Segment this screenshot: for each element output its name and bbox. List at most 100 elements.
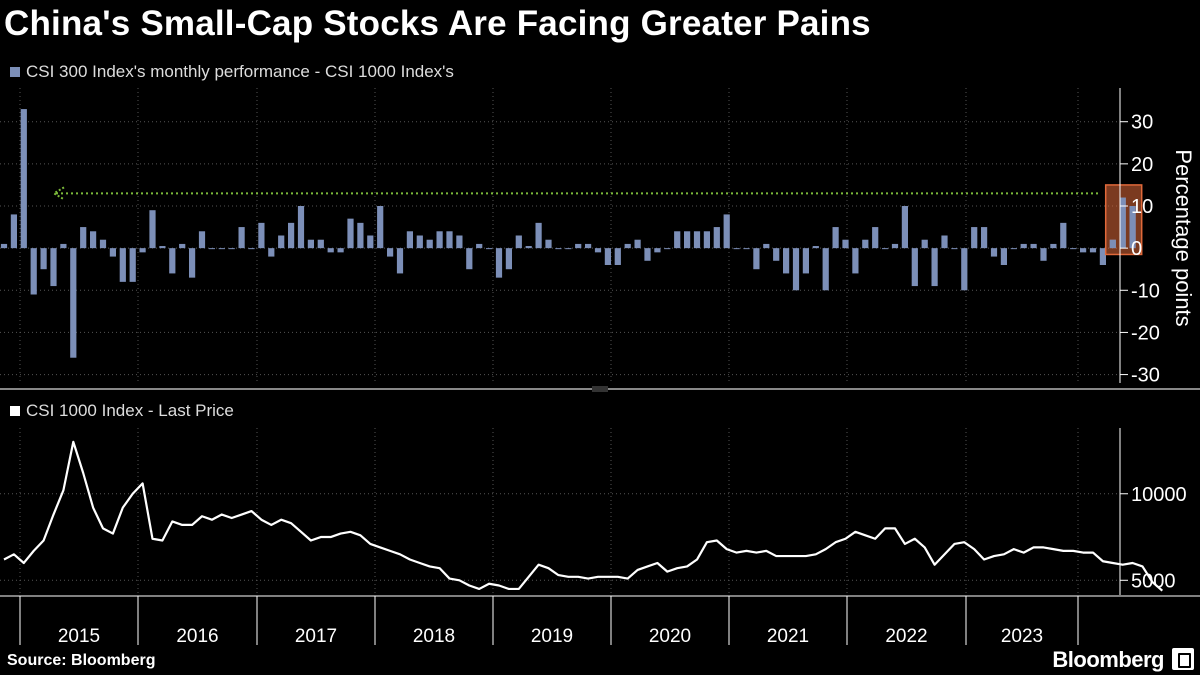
bar: [139, 248, 146, 253]
bar: [1060, 222, 1067, 249]
bar: [872, 227, 879, 249]
bar: [307, 239, 314, 249]
y-tick-label-top: 10: [1131, 196, 1153, 218]
bar: [476, 243, 483, 249]
y-tick-label-bottom: 5000: [1131, 570, 1176, 592]
bar: [763, 243, 770, 249]
bar: [268, 248, 275, 257]
y-tick-label-top: 20: [1131, 154, 1153, 176]
bar: [50, 248, 57, 287]
bar: [792, 248, 800, 291]
chart-title: China's Small-Cap Stocks Are Facing Grea…: [4, 4, 871, 43]
bar: [387, 248, 394, 257]
bar: [1099, 248, 1106, 265]
legend-bottom: CSI 1000 Index - Last Price: [10, 401, 234, 421]
bar: [189, 248, 196, 278]
bar: [258, 222, 265, 249]
x-tick-label: 2023: [1001, 626, 1043, 647]
bar: [1070, 248, 1077, 250]
bar: [1080, 248, 1087, 253]
bar: [614, 248, 621, 265]
bar: [654, 248, 661, 253]
y-tick-label-top: -20: [1131, 322, 1160, 344]
bar: [891, 243, 899, 249]
bar: [634, 239, 641, 249]
bar: [109, 248, 116, 257]
bar: [911, 248, 918, 287]
bar: [0, 243, 8, 249]
bar: [406, 231, 413, 249]
bar: [743, 248, 750, 250]
y-tick-label-top: -10: [1131, 280, 1160, 302]
bar: [80, 227, 87, 249]
bar: [565, 248, 572, 250]
bar: [931, 248, 938, 287]
bar: [228, 248, 235, 250]
bar: [594, 248, 602, 253]
bar: [238, 227, 245, 249]
bar: [901, 206, 908, 249]
bar: [198, 231, 206, 249]
y-tick-label-top: 30: [1131, 112, 1153, 134]
bar: [436, 231, 443, 249]
y-tick-label-top: 0: [1131, 238, 1142, 260]
bar: [545, 239, 552, 249]
bar: [624, 243, 631, 249]
bar: [377, 206, 384, 249]
bar: [169, 248, 176, 274]
bar: [941, 235, 948, 249]
x-tick-label: 2017: [295, 626, 337, 647]
bar: [1000, 248, 1007, 265]
bar: [456, 235, 463, 249]
bar-highlighted: [1129, 206, 1136, 249]
bar: [90, 231, 97, 249]
legend-label-bars: CSI 300 Index's monthly performance - CS…: [26, 62, 454, 81]
bar: [575, 243, 582, 249]
bar: [981, 227, 988, 249]
source-note: Source: Bloomberg: [7, 652, 156, 669]
bar: [208, 248, 215, 250]
bar: [723, 214, 730, 249]
bar: [525, 246, 532, 249]
bar: [416, 235, 423, 249]
x-tick-label: 2021: [767, 626, 809, 647]
bar-highlighted: [1119, 197, 1126, 249]
bar: [822, 248, 829, 291]
panel-resize-handle: [592, 386, 608, 392]
bar: [1020, 243, 1027, 249]
bar: [802, 248, 809, 274]
bar: [733, 248, 740, 250]
bloomberg-terminal-icon: [1172, 648, 1194, 670]
bar: [684, 231, 691, 249]
bar: [703, 231, 710, 249]
bar: [555, 248, 562, 250]
bar: [515, 235, 522, 249]
bar: [297, 206, 305, 249]
bar: [862, 239, 869, 249]
bar: [713, 227, 720, 249]
bar: [288, 222, 295, 249]
bar: [882, 248, 889, 250]
bar: [753, 248, 760, 270]
bar: [446, 231, 453, 249]
bar: [60, 243, 67, 249]
bar: [971, 227, 978, 249]
bar: [852, 248, 859, 274]
bar: [1010, 248, 1017, 250]
bar: [149, 210, 156, 249]
bar: [1040, 248, 1047, 261]
price-line: [3, 440, 1164, 592]
bar: [495, 248, 503, 278]
bar: [961, 248, 968, 291]
bar: [317, 239, 324, 249]
bar: [327, 248, 334, 253]
x-tick-label: 2015: [58, 626, 100, 647]
bar: [604, 248, 611, 265]
bar: [921, 239, 928, 249]
bar: [119, 248, 126, 282]
bar: [337, 248, 344, 253]
bar: [644, 248, 651, 261]
bar: [129, 248, 136, 282]
bar: [812, 246, 819, 249]
